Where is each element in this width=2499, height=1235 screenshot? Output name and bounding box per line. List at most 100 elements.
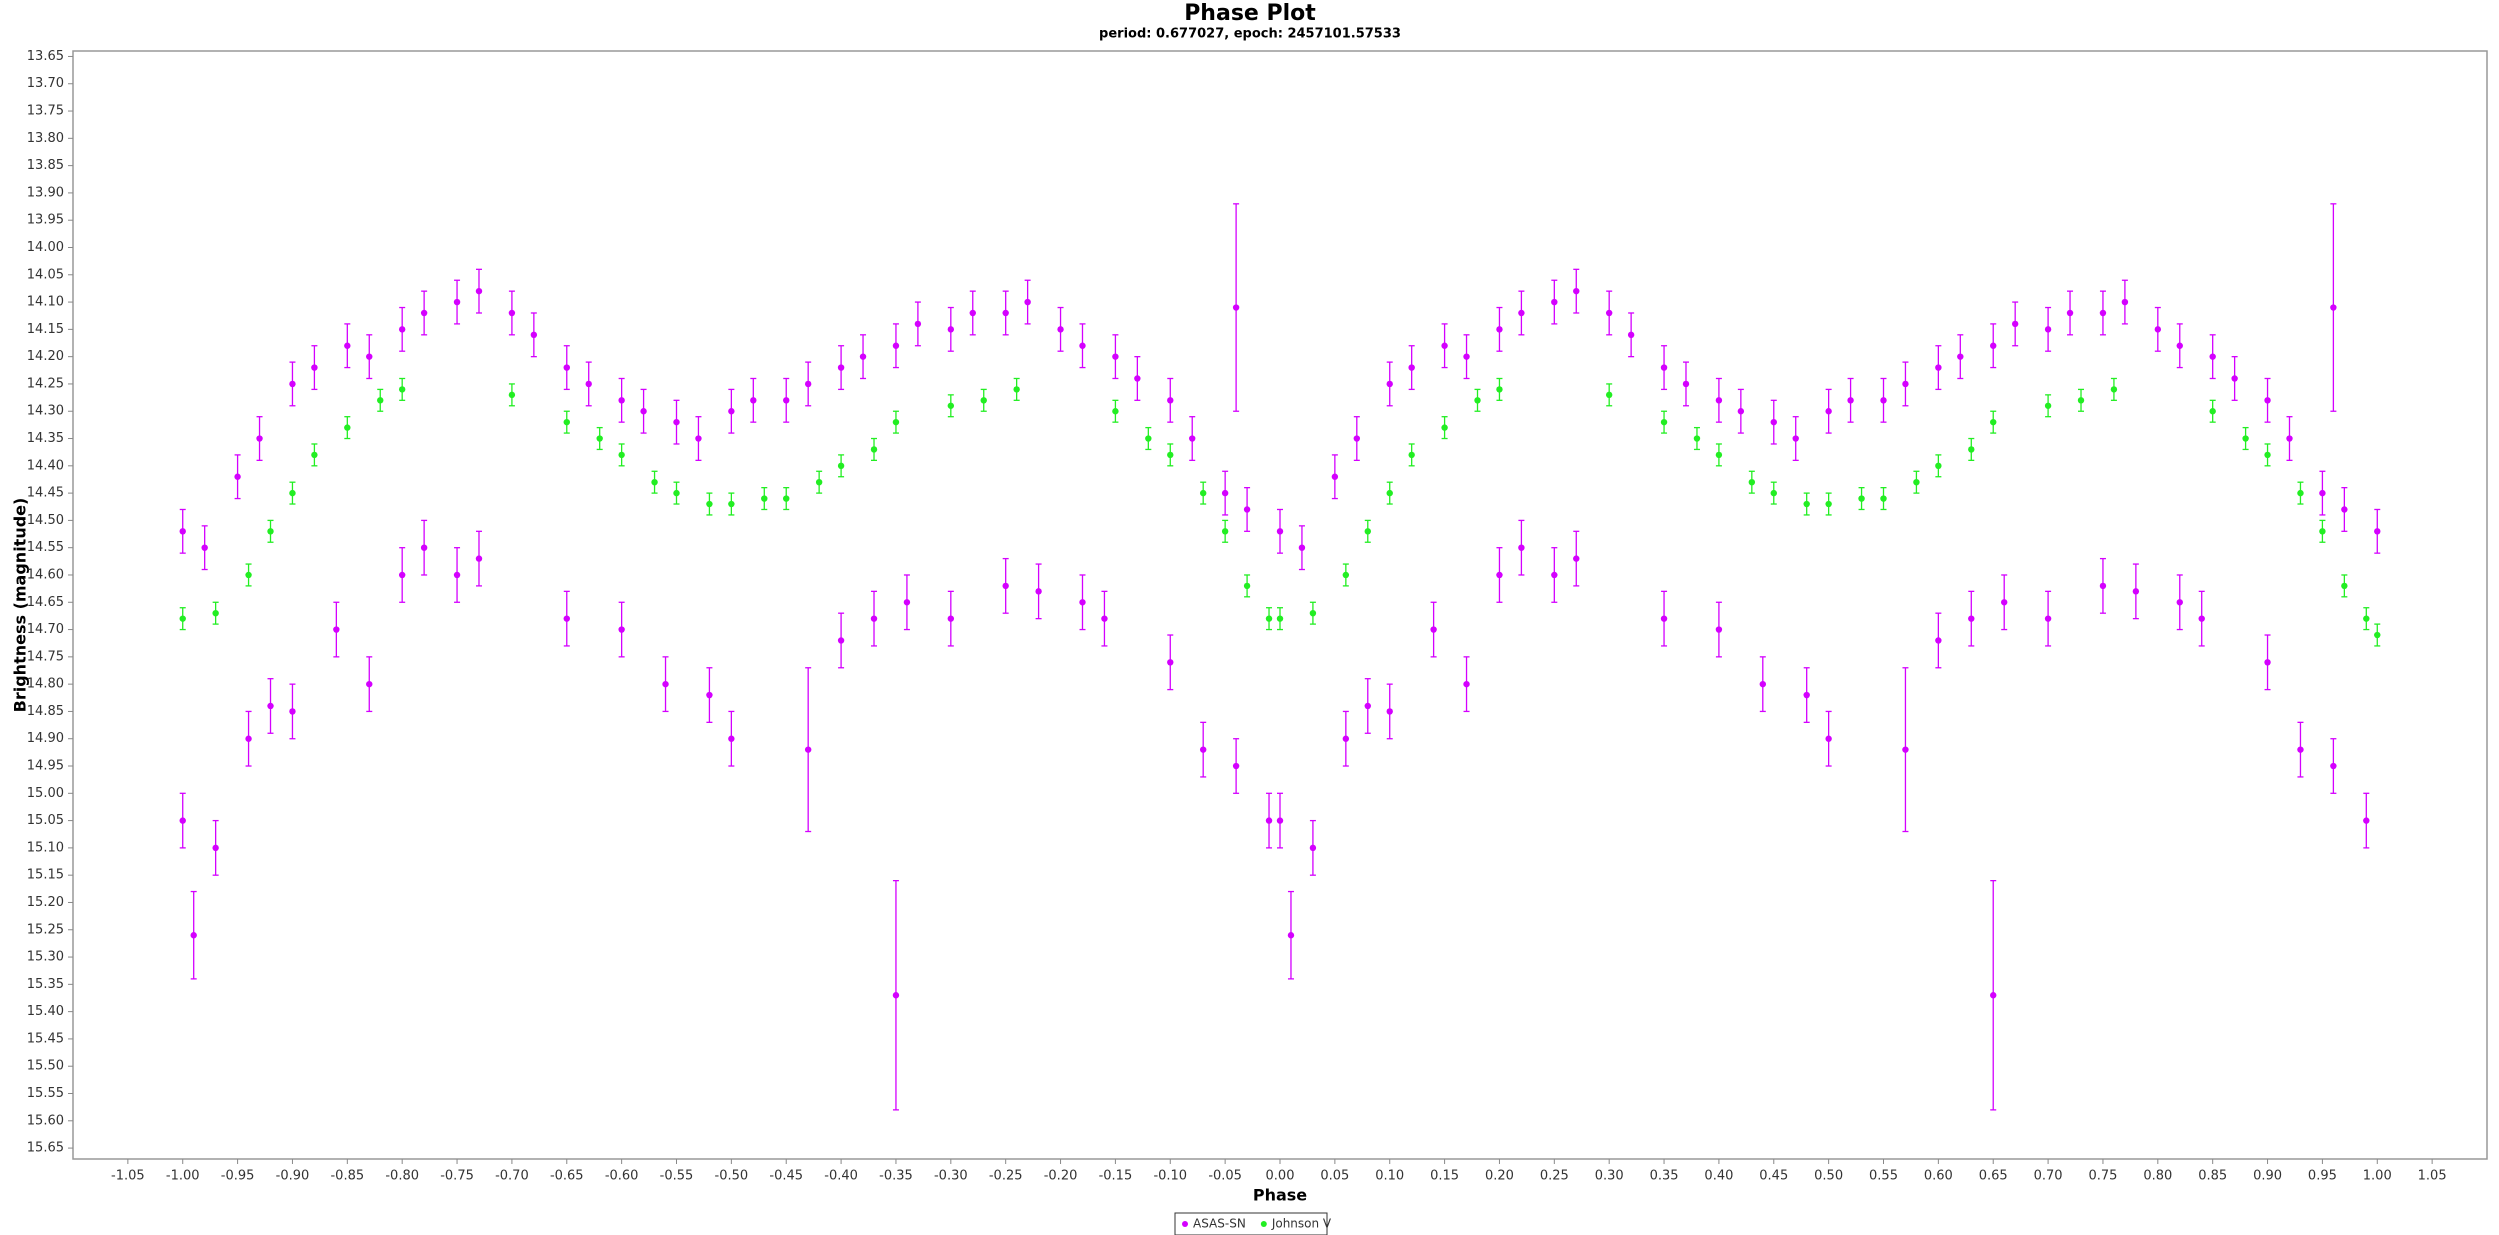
x-tick-label: 0.75 [2088,1169,2117,1184]
point [245,571,252,579]
point [662,680,669,688]
point [2330,762,2337,770]
point [508,309,516,317]
point [1057,326,1064,333]
y-tick-label: 13.65 [27,49,64,64]
y-tick-label: 14.75 [27,649,64,664]
point [563,418,570,426]
point [947,615,955,622]
y-tick-label: 15.40 [27,1004,64,1019]
point [1386,489,1393,497]
x-tick-label: 0.95 [2308,1169,2337,1184]
point [1715,626,1723,633]
point [2099,309,2107,317]
x-tick-label: -0.75 [440,1169,474,1184]
y-tick-label: 14.45 [27,486,64,501]
point [2330,304,2337,311]
y-tick-label: 14.90 [27,731,64,746]
point [2374,631,2381,639]
point [1386,380,1393,388]
point [1990,992,1997,999]
point [1518,309,1525,317]
y-tick-label: 14.60 [27,567,64,582]
point [366,680,373,688]
point [2374,528,2381,535]
x-tick-label: 0.85 [2198,1169,2227,1184]
point [1990,342,1997,349]
point [1913,478,1920,486]
point [1331,473,1339,480]
point [1265,615,1273,622]
point [1902,746,1909,753]
point [2044,326,2052,333]
point [815,478,823,486]
point [1660,418,1668,426]
x-tick-label: -0.65 [550,1169,584,1184]
point [2363,615,2370,622]
point [1035,588,1042,595]
point [870,446,878,453]
point [1298,544,1306,551]
point [728,500,735,508]
legend-marker [1182,1221,1188,1227]
x-tick-label: 0.05 [1320,1169,1349,1184]
point [969,309,976,317]
x-tick-label: -0.20 [1044,1169,1078,1184]
marks [179,203,2381,1111]
point [585,380,592,388]
point [530,331,538,339]
point [1112,408,1119,415]
plot-area [72,50,2488,1160]
point [1968,446,1975,453]
point [980,397,987,404]
y-axis-label: Brightness (magnitude) [11,498,30,713]
point [1627,331,1635,339]
point [1935,462,1942,470]
point [1079,599,1086,606]
point [706,500,713,508]
x-tick-label: -0.80 [385,1169,419,1184]
y-tick-label: 13.85 [27,158,64,173]
point [2198,615,2205,622]
x-tick-label: 0.65 [1979,1169,2008,1184]
x-tick-label: 1.00 [2363,1169,2392,1184]
y-tick-label: 15.30 [27,950,64,965]
point [1935,637,1942,644]
point [892,992,900,999]
point [1243,506,1251,513]
point [2110,386,2118,393]
point [344,424,351,431]
point [1101,615,1108,622]
point [289,708,296,715]
point [859,353,867,360]
point [1770,418,1777,426]
point [1309,844,1317,852]
point [1232,762,1240,770]
point [695,435,702,442]
point [2319,528,2326,535]
x-tick-label: -0.70 [495,1169,529,1184]
x-tick-label: -0.10 [1153,1169,1187,1184]
y-tick-label: 15.00 [27,786,64,801]
point [256,435,263,442]
point [2176,599,2183,606]
point [179,615,186,622]
point [1990,418,1997,426]
point [1803,691,1810,699]
y-tick-label: 14.20 [27,349,64,364]
point [783,495,790,502]
point [2099,582,2107,590]
point [804,746,812,753]
point [1287,932,1295,939]
legend-box [1174,1212,1328,1235]
point [728,408,735,415]
point [1715,397,1723,404]
y-tick-label: 14.05 [27,267,64,282]
x-tick-label: 0.80 [2143,1169,2172,1184]
point [1605,391,1613,399]
point [2011,320,2019,328]
point [783,397,790,404]
point [804,380,812,388]
